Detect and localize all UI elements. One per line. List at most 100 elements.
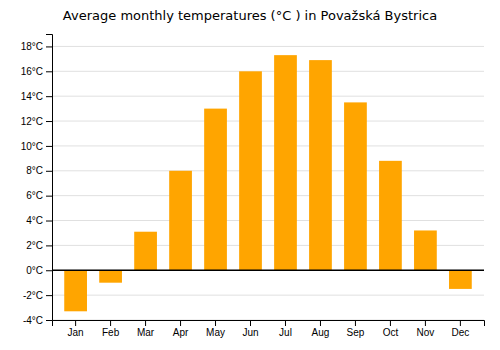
bar <box>134 232 157 271</box>
y-tick-mark <box>46 121 52 122</box>
bar <box>64 270 87 311</box>
bar <box>99 270 122 282</box>
y-tick: 8°C <box>26 165 52 176</box>
bar <box>204 109 227 271</box>
y-tick-mark <box>46 245 52 246</box>
zero-line <box>52 270 484 272</box>
grid-line <box>52 220 484 221</box>
grid-line <box>52 71 484 72</box>
y-tick-mark <box>46 221 52 222</box>
grid-line <box>52 295 484 296</box>
plot: -4°C-2°C0°C2°C4°C6°C8°C10°C12°C14°C16°C1… <box>21 35 485 339</box>
y-tick: -2°C <box>23 290 52 301</box>
y-tick-mark <box>46 196 52 197</box>
grid-line <box>52 170 484 171</box>
x-tick: Jan <box>68 320 84 338</box>
x-tick-label: Sep <box>347 327 365 338</box>
bars <box>64 55 472 311</box>
y-tick-label: -2°C <box>23 290 43 301</box>
y-tick-mark <box>46 71 52 72</box>
bar <box>169 171 192 270</box>
title: Average monthly temperatures (°C ) in Po… <box>63 8 437 23</box>
x-tick: Sep <box>347 320 365 338</box>
bar <box>274 55 297 270</box>
x-tick-mark <box>390 320 391 326</box>
y-tick-label: 12°C <box>21 116 43 127</box>
y-tick-label: 0°C <box>26 265 43 276</box>
y-tick-mark <box>46 96 52 97</box>
x-tick-mark <box>180 320 181 326</box>
chart: Average monthly temperatures (°C ) in Po… <box>0 0 500 350</box>
x-tick-label: Jan <box>68 327 84 338</box>
grid <box>52 46 484 320</box>
y-tick-label: -4°C <box>23 315 43 326</box>
x-tick-mark <box>215 320 216 326</box>
y-tick-label: 4°C <box>26 215 43 226</box>
x-tick-mark <box>110 320 111 326</box>
y-tick: 12°C <box>21 116 52 127</box>
grid-line <box>52 195 484 196</box>
bar <box>379 161 402 270</box>
x-tick-mark <box>425 320 426 326</box>
x-tick: Oct <box>383 320 399 338</box>
bar <box>344 102 367 270</box>
x-tick: Dec <box>451 320 469 338</box>
x-tick-mark <box>320 320 321 326</box>
x-tick-label: Mar <box>137 327 155 338</box>
y-tick-label: 6°C <box>26 190 43 201</box>
x-axis: Jan Feb Mar Apr May Jun Jul Aug Sep Oct Nov Dec <box>53 320 485 338</box>
x-tick: Jun <box>242 320 258 338</box>
y-tick: 18°C <box>21 41 52 52</box>
grid-line <box>52 96 484 97</box>
x-tick: Apr <box>173 320 189 338</box>
bar <box>239 71 262 270</box>
x-tick-label: Oct <box>383 327 399 338</box>
x-tick: Jul <box>279 320 292 338</box>
x-tick-mark <box>355 320 356 326</box>
grid-line <box>52 145 484 146</box>
y-tick-mark <box>46 146 52 147</box>
x-tick-label: May <box>206 327 225 338</box>
x-tick-mark <box>285 320 286 326</box>
y-tick-mark <box>46 46 52 47</box>
y-tick: -4°C <box>23 315 52 326</box>
y-tick-mark <box>46 295 52 296</box>
grid-line <box>52 121 484 122</box>
grid-line <box>52 270 484 271</box>
x-tick: Nov <box>417 320 435 338</box>
x-tick-mark <box>250 320 251 326</box>
y-tick-mark <box>46 171 52 172</box>
x-tick-label: Feb <box>102 327 120 338</box>
x-tick: Aug <box>312 320 330 338</box>
x-tick-label: Apr <box>173 327 189 338</box>
x-axis-line <box>53 321 485 327</box>
y-tick: 6°C <box>26 190 52 201</box>
y-tick: 4°C <box>26 215 52 226</box>
y-tick-label: 14°C <box>21 91 43 102</box>
bar <box>414 230 437 270</box>
x-tick: May <box>206 320 225 338</box>
x-tick: Mar <box>137 320 155 338</box>
y-tick-label: 18°C <box>21 41 43 52</box>
x-tick: Feb <box>102 320 120 338</box>
bar <box>309 60 332 270</box>
y-tick-label: 8°C <box>26 165 43 176</box>
x-tick-label: Jul <box>279 327 292 338</box>
y-tick: 16°C <box>21 66 52 77</box>
y-tick: 14°C <box>21 91 52 102</box>
y-tick: 0°C <box>26 265 52 276</box>
grid-line <box>52 46 484 47</box>
y-tick: 10°C <box>21 141 52 152</box>
x-tick-label: Nov <box>417 327 435 338</box>
y-tick-mark <box>46 320 52 321</box>
x-tick-mark <box>75 320 76 326</box>
y-axis-line <box>46 35 53 321</box>
x-tick-mark <box>145 320 146 326</box>
y-tick-mark <box>46 270 52 271</box>
x-tick-label: Jun <box>242 327 258 338</box>
x-tick-label: Dec <box>451 327 469 338</box>
y-tick-label: 10°C <box>21 141 43 152</box>
x-tick-label: Aug <box>312 327 330 338</box>
bar <box>449 270 472 289</box>
x-tick-mark <box>460 320 461 326</box>
